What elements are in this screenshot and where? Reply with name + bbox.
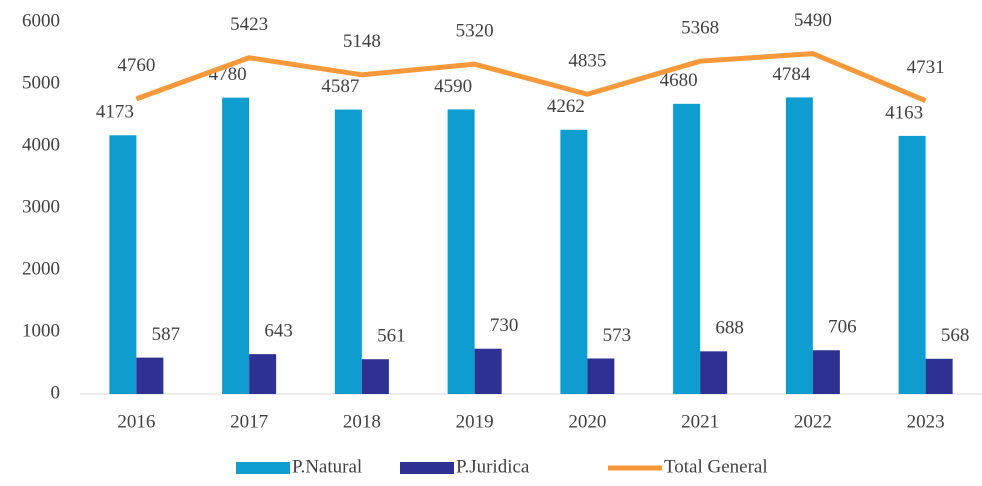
data-label: 5423 xyxy=(230,14,268,35)
data-label: 561 xyxy=(377,326,406,347)
data-label: 4587 xyxy=(321,76,359,97)
x-tick-label: 2023 xyxy=(907,411,945,432)
bar xyxy=(109,135,137,395)
data-label: 5368 xyxy=(681,18,719,39)
data-label: 643 xyxy=(264,320,293,341)
data-label: 4173 xyxy=(96,102,134,123)
data-label: 4680 xyxy=(660,70,698,91)
x-tick-label: 2017 xyxy=(230,411,268,432)
bar xyxy=(587,358,615,394)
legend-swatch xyxy=(400,462,454,474)
x-tick-label: 2018 xyxy=(343,411,381,432)
bar xyxy=(222,97,250,394)
line xyxy=(135,51,927,103)
legend-swatch xyxy=(236,462,290,474)
y-tick-label: 3000 xyxy=(22,196,60,217)
y-tick-label: 1000 xyxy=(22,320,60,341)
data-label: 568 xyxy=(941,325,970,346)
data-label: 573 xyxy=(603,325,632,346)
data-label: 4835 xyxy=(568,51,606,72)
legend-label: P.Juridica xyxy=(456,456,530,477)
data-label: 4163 xyxy=(885,102,923,123)
bar xyxy=(925,358,953,394)
data-label: 4784 xyxy=(772,64,811,85)
bar xyxy=(785,97,813,394)
bar xyxy=(249,354,277,394)
bar xyxy=(361,359,389,394)
data-label: 706 xyxy=(828,317,857,338)
data-label: 587 xyxy=(152,324,181,345)
bar xyxy=(673,103,701,394)
y-tick-label: 6000 xyxy=(22,10,60,31)
x-tick-label: 2019 xyxy=(456,411,494,432)
bar xyxy=(898,135,926,395)
data-label: 730 xyxy=(490,315,519,336)
data-label: 5490 xyxy=(794,10,832,31)
bar xyxy=(136,357,164,394)
data-label: 688 xyxy=(715,318,744,339)
bar xyxy=(334,109,362,394)
bar xyxy=(700,351,728,394)
y-tick-label: 4000 xyxy=(22,134,60,155)
data-label: 5148 xyxy=(343,31,381,52)
x-tick-label: 2021 xyxy=(681,411,719,432)
data-label: 4760 xyxy=(117,55,155,76)
bar xyxy=(812,350,840,394)
y-tick-label: 0 xyxy=(51,382,61,403)
y-tick-label: 2000 xyxy=(22,258,60,279)
bar xyxy=(474,348,502,394)
legend-label: P.Natural xyxy=(292,456,362,477)
data-label: 4262 xyxy=(547,96,585,117)
y-tick-label: 5000 xyxy=(22,72,60,93)
x-tick-label: 2016 xyxy=(117,411,155,432)
bar xyxy=(560,129,588,395)
data-label: 4731 xyxy=(907,57,945,78)
x-tick-label: 2020 xyxy=(568,411,606,432)
bar xyxy=(447,109,475,395)
data-label: 4590 xyxy=(434,76,472,97)
data-label: 5320 xyxy=(456,21,494,42)
x-tick-label: 2022 xyxy=(794,411,832,432)
legend-label: Total General xyxy=(664,456,768,477)
